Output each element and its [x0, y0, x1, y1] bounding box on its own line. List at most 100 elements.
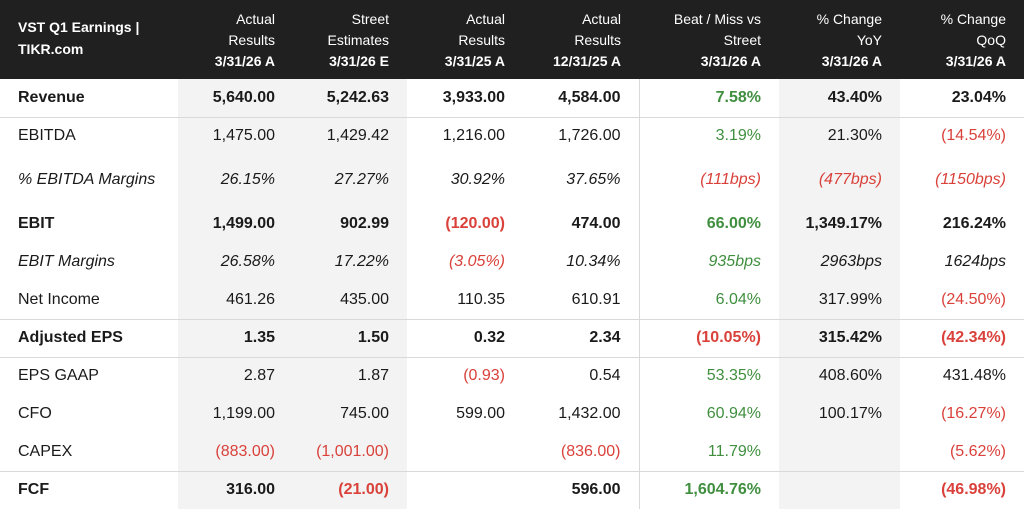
table-cell: [779, 433, 900, 471]
table-cell: 30.92%: [450, 171, 505, 188]
row-capex: CAPEX (883.00) (1,001.00) (836.00) 11.79…: [0, 433, 1024, 471]
column-header-actual-q1-25: Actual Results 3/31/25 A: [407, 0, 523, 79]
table-cell: 902.99: [293, 205, 407, 243]
table-cell: 216.24%: [942, 215, 1006, 232]
column-header-line: YoY: [856, 32, 882, 48]
column-header-date: 3/31/26 A: [945, 53, 1006, 69]
table-cell: (14.54%): [900, 116, 1024, 155]
column-header-change-yoy: % Change YoY 3/31/26 A: [779, 0, 900, 79]
row-revenue: Revenue 5,640.00 5,242.63 3,933.00 4,584…: [0, 79, 1024, 117]
table-cell: 935bps: [638, 243, 779, 281]
table-cell: 745.00: [293, 395, 407, 433]
row-label: EBIT Margins: [18, 253, 115, 270]
column-header-date: 12/31/25 A: [553, 53, 621, 69]
table-cell: 1,429.42: [293, 116, 407, 155]
column-header-line: Results: [458, 32, 505, 48]
column-header-actual-q1-26: Actual Results 3/31/26 A: [178, 0, 293, 79]
column-header-date: 3/31/26 E: [329, 53, 389, 69]
column-header-line: % Change: [816, 11, 882, 27]
table-cell: [779, 470, 900, 509]
table-cell: 37.65%: [566, 171, 621, 188]
table-cell: (21.00): [293, 470, 407, 509]
row-net-income: Net Income 461.26 435.00 110.35 610.91 6…: [0, 281, 1024, 319]
column-header-line: Results: [574, 32, 621, 48]
table-cell: 1,604.76%: [638, 470, 779, 509]
column-header-date: 3/31/26 A: [821, 53, 882, 69]
table-cell: 3.19%: [638, 116, 779, 155]
table-cell: 66.00%: [638, 205, 779, 243]
table-cell: 1,726.00: [523, 116, 639, 155]
table-cell: (0.93): [407, 356, 523, 395]
table-cell: (46.98%): [900, 470, 1024, 509]
row-label: Net Income: [18, 290, 100, 308]
table-cell: 315.42%: [779, 318, 900, 357]
table-title: VST Q1 Earnings | TIKR.com: [0, 0, 178, 79]
column-header-change-qoq: % Change QoQ 3/31/26 A: [900, 0, 1024, 79]
table-cell: 431.48%: [900, 356, 1024, 395]
row-label: FCF: [0, 470, 178, 509]
table-cell: 100.17%: [779, 395, 900, 433]
table-cell: (836.00): [560, 442, 621, 460]
row-label: CAPEX: [18, 442, 73, 460]
table-cell: 610.91: [571, 290, 621, 308]
column-header-line: Beat / Miss vs: [673, 11, 761, 27]
row-cfo: CFO 1,199.00 745.00 599.00 1,432.00 60.9…: [0, 395, 1024, 433]
column-header-actual-q4-25: Actual Results 12/31/25 A: [523, 0, 639, 79]
table-cell: 4,584.00: [558, 88, 621, 106]
column-header-date: 3/31/26 A: [700, 53, 761, 69]
table-cell: 53.35%: [638, 356, 779, 395]
column-header-line: % Change: [940, 11, 1006, 27]
row-label: EPS GAAP: [0, 356, 178, 395]
row-label: EBIT: [18, 215, 55, 232]
table-cell: 1.50: [293, 318, 407, 357]
table-cell: 5,242.63: [293, 79, 407, 117]
column-header-line: Actual: [236, 11, 275, 27]
table-cell: [407, 470, 523, 509]
column-header-line: Actual: [466, 11, 505, 27]
table-cell: 435.00: [293, 281, 407, 319]
table-cell: 3,933.00: [442, 88, 505, 106]
table-cell: 316.00: [178, 470, 293, 509]
table-body: Revenue 5,640.00 5,242.63 3,933.00 4,584…: [0, 79, 1024, 509]
table-cell: 2963bps: [779, 243, 900, 281]
row-label: Adjusted EPS: [0, 318, 178, 357]
table-cell: 1,199.00: [178, 395, 293, 433]
table-cell: (16.27%): [941, 405, 1006, 422]
table-cell: (5.62%): [949, 442, 1006, 460]
row-ebit-margins: EBIT Margins 26.58% 17.22% (3.05%) 10.34…: [0, 243, 1024, 281]
table-cell: 6.04%: [638, 281, 779, 319]
table-cell: 0.32: [407, 318, 523, 357]
table-cell: (477bps): [779, 155, 900, 205]
table-cell: 21.30%: [779, 116, 900, 155]
row-eps-gaap: EPS GAAP 2.87 1.87 (0.93) 0.54 53.35% 40…: [0, 356, 1024, 395]
column-header-street-estimates: Street Estimates 3/31/26 E: [293, 0, 407, 79]
table-cell: [407, 433, 523, 471]
table-cell: 1.35: [178, 318, 293, 357]
column-header-line: Actual: [582, 11, 621, 27]
table-cell: 1,349.17%: [779, 205, 900, 243]
table-cell: 10.34%: [566, 253, 621, 270]
table-cell: 596.00: [523, 470, 639, 509]
table-cell: 26.58%: [178, 243, 293, 281]
row-adjusted-eps: Adjusted EPS 1.35 1.50 0.32 2.34 (10.05%…: [0, 318, 1024, 357]
table-cell: 17.22%: [293, 243, 407, 281]
table-cell: (1,001.00): [293, 433, 407, 471]
table-header: VST Q1 Earnings | TIKR.com Actual Results…: [0, 0, 1024, 79]
table-cell: 1624bps: [944, 253, 1006, 270]
row-label: EBITDA: [0, 116, 178, 155]
table-cell: 2.34: [523, 318, 639, 357]
column-header-line: Estimates: [327, 32, 389, 48]
column-header-date: 3/31/26 A: [214, 53, 275, 69]
row-ebitda: EBITDA 1,475.00 1,429.42 1,216.00 1,726.…: [0, 116, 1024, 155]
row-label: % EBITDA Margins: [18, 171, 156, 188]
table-cell: 5,640.00: [178, 79, 293, 117]
table-cell: 461.26: [178, 281, 293, 319]
table-cell: 60.94%: [638, 395, 779, 433]
table-cell: 1,432.00: [558, 405, 621, 422]
table-cell: 7.58%: [638, 79, 779, 117]
table-cell: 408.60%: [779, 356, 900, 395]
table-cell: 23.04%: [951, 88, 1006, 106]
column-header-line: Street: [723, 32, 761, 48]
table-cell: 1,475.00: [178, 116, 293, 155]
